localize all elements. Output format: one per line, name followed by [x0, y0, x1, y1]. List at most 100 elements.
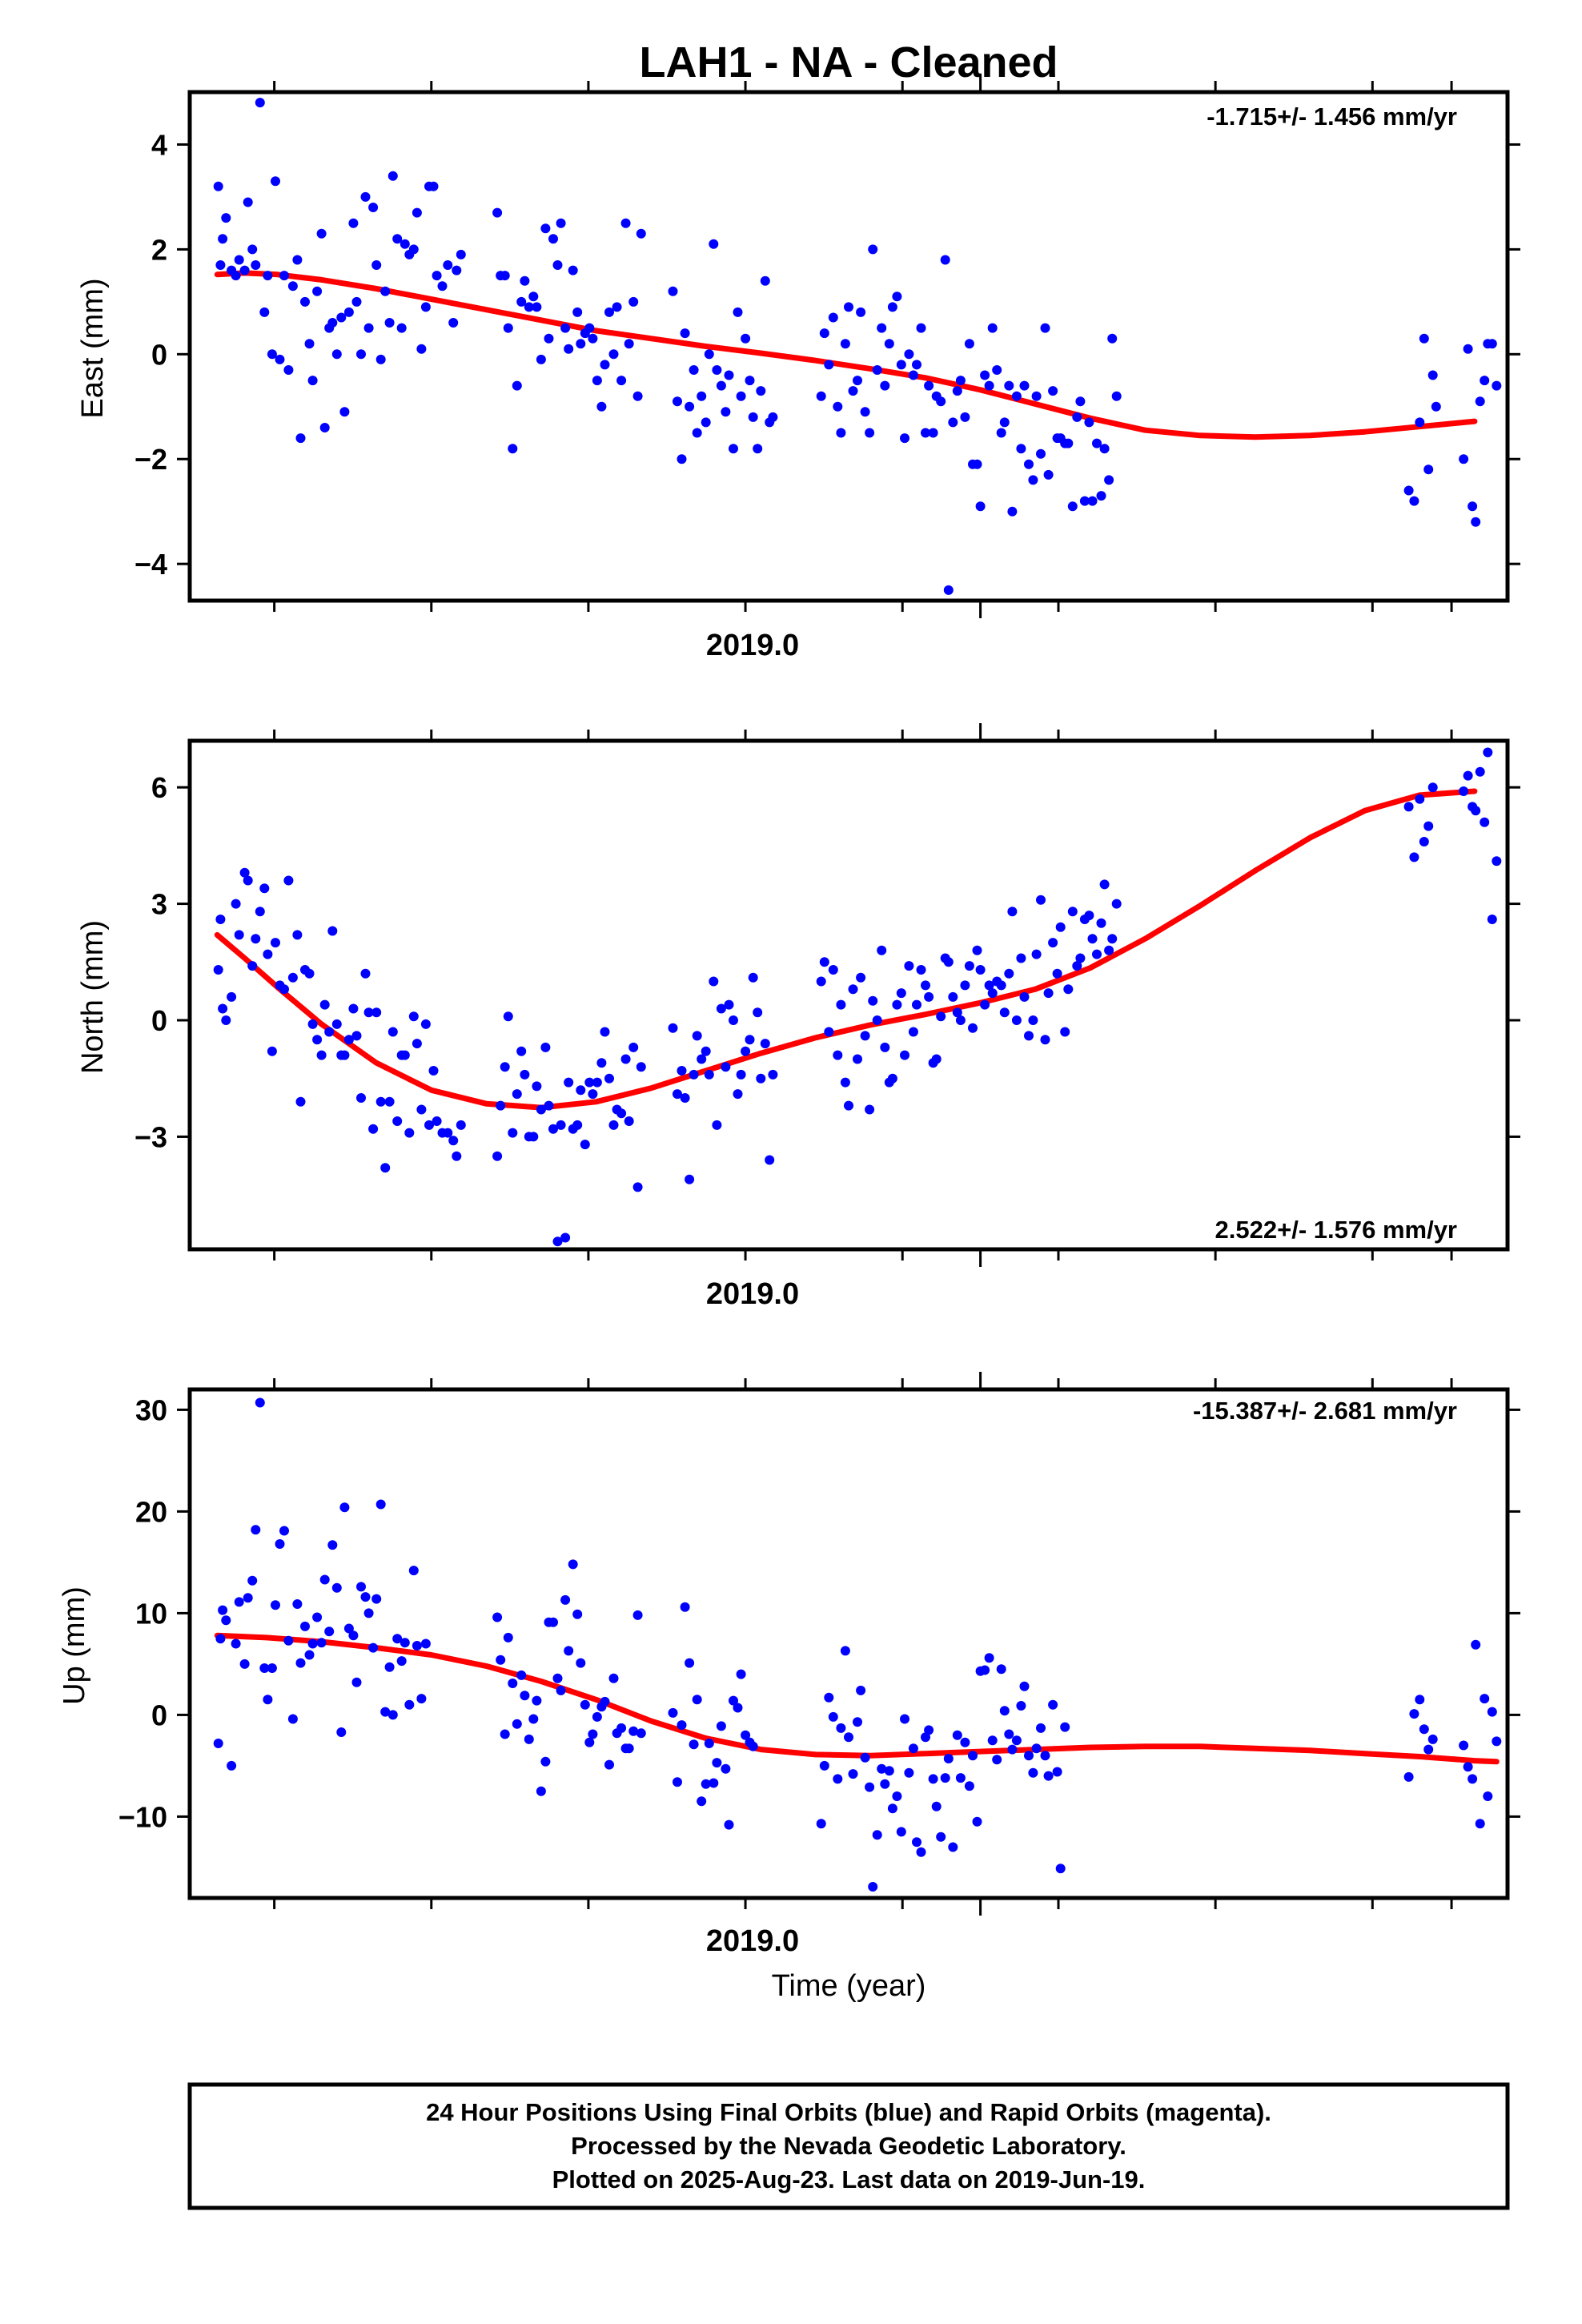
- up-panel: Up (mm) −10 0 10 20 30 -15.387+/- 2.681 mm/y…: [58, 1372, 1520, 1958]
- up-data-point: [943, 1754, 954, 1763]
- east-data-point: [1419, 333, 1429, 344]
- east-data-point: [1087, 496, 1098, 506]
- north-data-point: [980, 999, 990, 1010]
- north-data-point: [412, 1039, 422, 1049]
- north-data-point: [1415, 794, 1425, 804]
- east-y-tick-label: 2: [151, 233, 167, 266]
- up-data-point: [701, 1779, 711, 1789]
- north-data-point: [1492, 856, 1502, 866]
- north-data-point: [960, 980, 970, 991]
- north-data-point: [853, 1054, 862, 1064]
- north-data-point: [404, 1128, 415, 1138]
- up-data-point: [392, 1634, 403, 1644]
- up-data-point: [828, 1711, 838, 1722]
- east-data-point: [1048, 386, 1058, 396]
- east-data-point: [936, 396, 946, 407]
- up-data-point: [1004, 1729, 1014, 1739]
- north-data-point: [295, 1096, 306, 1107]
- up-data-point: [616, 1723, 627, 1733]
- east-y-tick-label: −4: [135, 548, 167, 581]
- east-data-point: [980, 370, 990, 380]
- north-data-point: [508, 1128, 518, 1138]
- east-data-point: [1111, 391, 1122, 401]
- east-data-point: [1409, 496, 1419, 506]
- up-data-point: [724, 1819, 734, 1830]
- east-data-point: [616, 376, 627, 386]
- up-data-point: [833, 1774, 843, 1784]
- east-data-point: [231, 271, 241, 281]
- up-data-point: [748, 1741, 758, 1751]
- north-data-point: [673, 1089, 682, 1100]
- up-data-point: [877, 1763, 887, 1774]
- east-data-point: [1104, 475, 1114, 485]
- up-data-point: [948, 1842, 958, 1852]
- up-data-point: [512, 1719, 522, 1729]
- north-data-point: [1423, 821, 1434, 831]
- east-data-point: [916, 323, 926, 333]
- east-data-point: [600, 360, 610, 370]
- north-data-point: [931, 1054, 942, 1064]
- up-data-point: [984, 1653, 994, 1663]
- east-data-point: [1040, 323, 1050, 333]
- north-data-point: [1067, 907, 1078, 917]
- north-data-point: [1043, 988, 1054, 999]
- up-data-point: [1415, 1695, 1425, 1705]
- north-data-point: [363, 1007, 374, 1018]
- east-data-point: [492, 207, 503, 218]
- up-data-point: [1019, 1681, 1030, 1691]
- up-data-point: [980, 1665, 990, 1675]
- up-data-point: [896, 1827, 906, 1837]
- east-data-point: [1031, 391, 1042, 401]
- north-data-point: [733, 1089, 743, 1100]
- east-data-point: [868, 244, 878, 255]
- up-data-point: [1028, 1767, 1038, 1778]
- east-data-point: [1099, 444, 1110, 454]
- north-data-point: [1036, 895, 1046, 905]
- up-data-point: [304, 1650, 315, 1660]
- east-data-point: [892, 292, 902, 302]
- north-data-point: [400, 1050, 410, 1060]
- north-data-point: [685, 1174, 695, 1184]
- north-data-point: [251, 934, 261, 944]
- east-data-point: [900, 433, 909, 444]
- east-data-point: [544, 333, 554, 344]
- up-data-point: [1024, 1751, 1034, 1761]
- north-data-point: [1471, 806, 1481, 816]
- east-data-point: [1468, 501, 1478, 512]
- north-data-point: [709, 976, 719, 987]
- up-data-point: [255, 1397, 265, 1408]
- up-y-tick-label: −10: [118, 1800, 167, 1833]
- east-data-point: [1480, 376, 1490, 386]
- east-data-point: [279, 271, 289, 281]
- north-data-point: [948, 991, 958, 1002]
- north-ylabel: North (mm): [76, 920, 110, 1074]
- east-data-point: [1019, 380, 1030, 391]
- up-data-point: [972, 1816, 982, 1827]
- up-data-point: [872, 1830, 882, 1840]
- north-data-point: [408, 1011, 419, 1022]
- east-data-point: [368, 203, 379, 212]
- up-data-point: [552, 1673, 563, 1683]
- east-data-point: [452, 265, 462, 275]
- north-data-point: [588, 1089, 598, 1100]
- up-data-point: [968, 1751, 978, 1761]
- north-data-point: [456, 1120, 466, 1130]
- north-data-point: [343, 1035, 354, 1045]
- east-data-point: [512, 380, 522, 391]
- north-data-point: [215, 915, 226, 924]
- east-data-point: [360, 191, 371, 202]
- east-data-point: [1075, 396, 1086, 407]
- east-data-point: [528, 292, 539, 302]
- north-data-point: [592, 1077, 602, 1088]
- east-data-point: [456, 249, 466, 259]
- north-data-point: [267, 1046, 277, 1056]
- east-data-point: [572, 307, 583, 317]
- up-data-point: [1423, 1744, 1434, 1755]
- north-data-point: [1004, 968, 1014, 979]
- up-data-point: [1055, 1864, 1066, 1874]
- east-data-point: [319, 423, 330, 432]
- north-data-point: [540, 1042, 551, 1052]
- north-data-point: [560, 1232, 571, 1243]
- north-data-point: [828, 965, 838, 975]
- north-data-point: [1019, 991, 1030, 1002]
